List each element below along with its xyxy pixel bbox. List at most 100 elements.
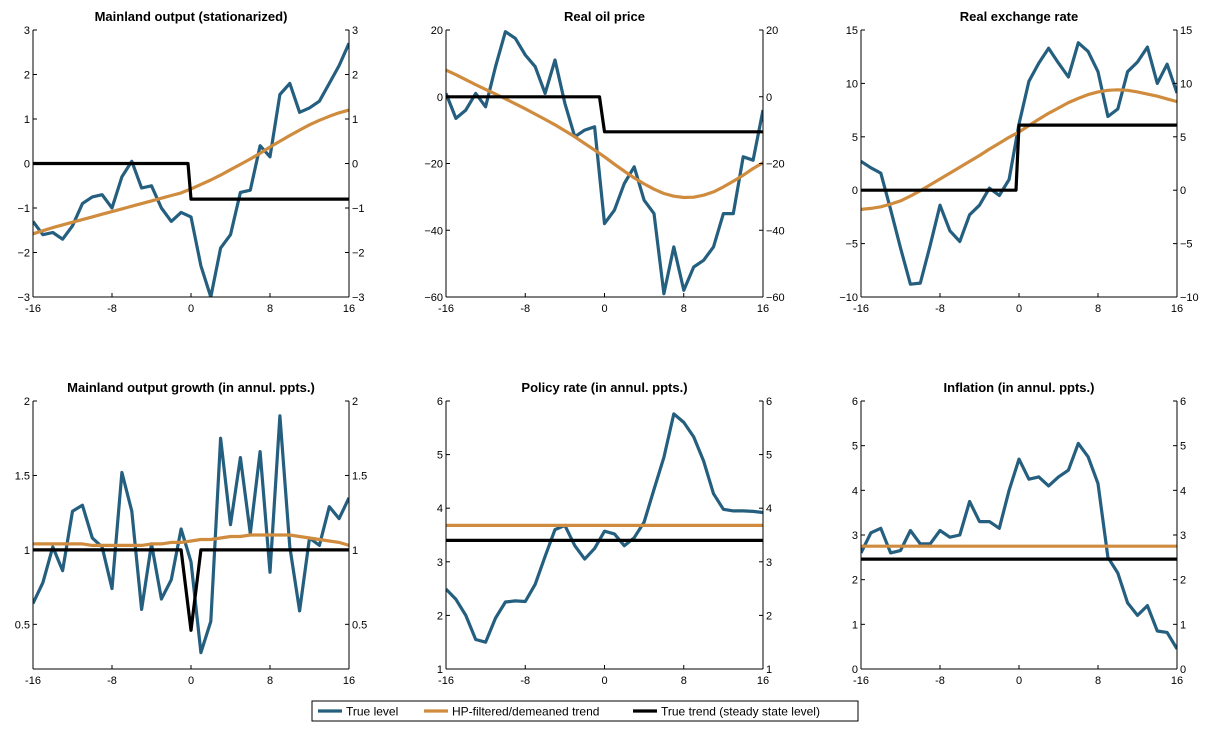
x-tick-label: -8 bbox=[520, 303, 530, 315]
y-tick-label-left: 6 bbox=[437, 396, 443, 408]
chart-panel-5: 1 1 2 2 3 3 4 4 5 5 6 6 -16 -8 0 8 16 Policy rate (in ann… bbox=[437, 380, 772, 687]
x-tick-label: -16 bbox=[25, 303, 41, 315]
y-tick-label-right: −5 bbox=[1180, 239, 1193, 251]
legend-label: True trend (steady state level) bbox=[661, 705, 820, 719]
y-tick-label-left: 1 bbox=[24, 114, 30, 126]
y-tick-label-left: −40 bbox=[424, 225, 443, 237]
y-tick-label-right: 0.5 bbox=[352, 619, 367, 631]
hp-trend-line bbox=[33, 533, 349, 548]
legend-label: True level bbox=[346, 705, 398, 719]
y-tick-label-right: 2 bbox=[1180, 575, 1186, 587]
y-tick-label-right: 0 bbox=[352, 159, 358, 171]
x-tick-label: 0 bbox=[1016, 303, 1022, 315]
y-tick-label-left: −20 bbox=[424, 159, 443, 171]
y-tick-label-left: 4 bbox=[852, 485, 858, 497]
x-tick-label: 16 bbox=[343, 675, 355, 687]
legend-box bbox=[311, 700, 859, 722]
chart-title: Real exchange rate bbox=[960, 9, 1079, 24]
x-tick-label: -16 bbox=[438, 675, 454, 687]
hp-trend-line bbox=[446, 68, 763, 200]
legend: True level HP-filtered/demeaned trend True… bbox=[311, 700, 859, 722]
y-tick-label-right: 5 bbox=[1180, 441, 1186, 453]
chart-title: Mainland output growth (in annul. ppts.) bbox=[67, 380, 315, 395]
y-tick-label-right: 2 bbox=[766, 610, 772, 622]
y-tick-label-right: 1.5 bbox=[352, 470, 367, 482]
x-tick-label: 0 bbox=[188, 675, 194, 687]
y-tick-label-right: 0 bbox=[1180, 185, 1186, 197]
y-tick-label-right: 6 bbox=[1180, 396, 1186, 408]
y-tick-label-left: 3 bbox=[437, 557, 443, 569]
y-tick-label-right: −2 bbox=[352, 248, 365, 260]
y-tick-label-left: 0 bbox=[437, 92, 443, 104]
x-tick-label: 16 bbox=[1171, 675, 1183, 687]
chart-panel-1: −3 −3 −2 −2 −1 −1 0 0 1 1 2 2 3 3 -16 -8 0 8 16 Mainland ou… bbox=[17, 9, 364, 315]
y-tick-label-left: 2 bbox=[24, 70, 30, 82]
true-trend-line bbox=[861, 123, 1177, 192]
chart-panel-3: −10 −10 −5 −5 0 0 5 5 10 10 15 15 -16 -8 0 8 16 Real exch… bbox=[839, 9, 1198, 315]
y-tick-label-left: −10 bbox=[839, 292, 858, 304]
legend-label: HP-filtered/demeaned trend bbox=[452, 705, 599, 719]
true-trend-line bbox=[33, 548, 349, 632]
x-tick-label: -16 bbox=[438, 303, 454, 315]
chart-panel-4: 0.5 0.5 1 1 1.5 1.5 2 2 -16 -8 0 8 16 Mainland output… bbox=[15, 380, 368, 687]
y-tick-label-right: 0 bbox=[766, 92, 772, 104]
y-tick-label-left: 1 bbox=[24, 545, 30, 557]
true-level-line bbox=[446, 30, 763, 296]
y-tick-label-right: 4 bbox=[766, 503, 772, 515]
x-tick-label: 16 bbox=[1171, 303, 1183, 315]
true-level-line bbox=[33, 42, 349, 297]
y-tick-label-right: 3 bbox=[1180, 530, 1186, 542]
y-tick-label-right: 2 bbox=[352, 70, 358, 82]
y-tick-label-right: 2 bbox=[352, 396, 358, 408]
x-tick-label: 0 bbox=[188, 303, 194, 315]
y-tick-label-right: −10 bbox=[1180, 292, 1199, 304]
true-level-line bbox=[33, 414, 349, 655]
x-tick-label: 8 bbox=[267, 675, 273, 687]
true-level-line bbox=[861, 441, 1177, 650]
x-tick-label: 8 bbox=[1095, 303, 1101, 315]
chart-title: Mainland output (stationarized) bbox=[95, 9, 288, 24]
y-tick-label-left: 1 bbox=[437, 664, 443, 676]
y-tick-label-left: 15 bbox=[846, 25, 858, 37]
true-level-line bbox=[446, 412, 763, 644]
y-tick-label-right: 3 bbox=[766, 557, 772, 569]
x-tick-label: 8 bbox=[267, 303, 273, 315]
x-tick-label: -8 bbox=[520, 675, 530, 687]
y-tick-label-left: 4 bbox=[437, 503, 443, 515]
y-tick-label-right: 5 bbox=[766, 450, 772, 462]
y-tick-label-left: 5 bbox=[437, 450, 443, 462]
y-tick-label-left: −2 bbox=[17, 248, 30, 260]
y-tick-label-left: 1.5 bbox=[15, 470, 30, 482]
y-tick-label-left: 2 bbox=[437, 610, 443, 622]
chart-title: Inflation (in annul. ppts.) bbox=[944, 380, 1095, 395]
x-tick-label: 8 bbox=[1095, 675, 1101, 687]
y-tick-label-right: 0 bbox=[1180, 664, 1186, 676]
y-tick-label-left: −60 bbox=[424, 292, 443, 304]
y-tick-label-right: 4 bbox=[1180, 485, 1186, 497]
x-tick-label: -8 bbox=[935, 675, 945, 687]
y-tick-label-left: −5 bbox=[845, 239, 858, 251]
y-tick-label-left: 2 bbox=[24, 396, 30, 408]
y-tick-label-right: −1 bbox=[352, 203, 365, 215]
y-tick-label-right: 6 bbox=[766, 396, 772, 408]
y-tick-label-right: −20 bbox=[766, 159, 785, 171]
y-tick-label-left: 1 bbox=[852, 619, 858, 631]
y-tick-label-left: 5 bbox=[852, 132, 858, 144]
x-tick-label: 16 bbox=[757, 303, 769, 315]
x-tick-label: -8 bbox=[107, 303, 117, 315]
y-tick-label-left: 0 bbox=[24, 159, 30, 171]
y-tick-label-left: −3 bbox=[17, 292, 30, 304]
x-tick-label: -8 bbox=[935, 303, 945, 315]
x-tick-label: -16 bbox=[25, 675, 41, 687]
x-tick-label: 16 bbox=[343, 303, 355, 315]
y-tick-label-right: 15 bbox=[1180, 25, 1192, 37]
y-tick-label-right: 1 bbox=[766, 664, 772, 676]
y-tick-label-left: 3 bbox=[24, 25, 30, 37]
y-tick-label-left: 0.5 bbox=[15, 619, 30, 631]
x-tick-label: -16 bbox=[853, 303, 869, 315]
y-tick-label-left: 5 bbox=[852, 441, 858, 453]
y-tick-label-right: −3 bbox=[352, 292, 365, 304]
y-tick-label-left: 10 bbox=[846, 78, 858, 90]
